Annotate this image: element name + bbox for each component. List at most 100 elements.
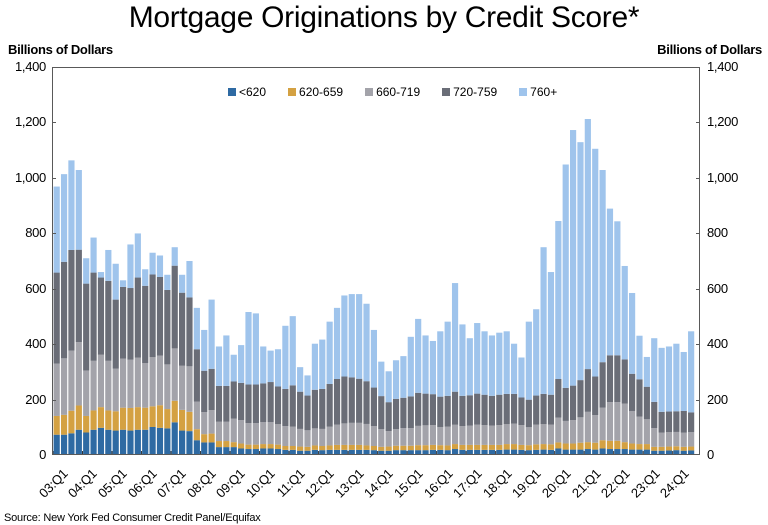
bar-segment — [223, 441, 230, 448]
bar-segment — [201, 412, 208, 435]
bar-segment — [119, 358, 127, 408]
bar-segment — [289, 385, 296, 427]
bar-segment — [356, 378, 363, 423]
bar-segment — [577, 449, 584, 454]
bar-segment — [407, 450, 414, 454]
bar-segment — [208, 410, 215, 434]
bar-segment — [474, 449, 481, 454]
bar-segment — [53, 186, 60, 273]
bar-segment — [400, 445, 407, 451]
bar-segment — [134, 277, 141, 358]
bar-segment — [363, 423, 370, 446]
bar-segment — [90, 272, 97, 361]
source-note: Source: New York Fed Consumer Credit Pan… — [4, 512, 261, 524]
bar-segment — [378, 396, 385, 430]
bar-segment — [119, 286, 127, 359]
bar-segment — [459, 426, 466, 445]
bar-segment — [488, 335, 496, 396]
bar-segment — [348, 294, 355, 378]
bar-segment — [341, 376, 348, 424]
bar-segment — [356, 444, 363, 450]
bar-segment — [422, 450, 429, 454]
bar-segment — [459, 395, 466, 427]
x-tick-label: 22:Q1 — [598, 466, 633, 501]
y-tick-label-left: 1,200 — [14, 114, 46, 130]
bar-segment — [348, 449, 355, 454]
bar-segment — [533, 309, 540, 396]
x-tick-label: 23:Q1 — [627, 466, 663, 501]
bar-segment — [503, 331, 510, 394]
bar-segment — [569, 420, 577, 444]
bar-segment — [370, 446, 377, 451]
bar-segment — [142, 269, 149, 286]
bar-segment — [518, 425, 525, 445]
y-tick-mark — [696, 177, 700, 179]
y-tick-mark — [696, 344, 700, 346]
bar-segment — [193, 349, 200, 402]
bar-segment — [341, 444, 348, 450]
legend-item-lt620: <620 — [228, 85, 266, 99]
bar-segment — [289, 449, 296, 454]
bar-segment — [97, 407, 105, 428]
bar-segment — [422, 445, 429, 451]
bar-segment — [688, 432, 695, 447]
chart-title: Mortgage Originations by Credit Score* — [128, 1, 640, 34]
bar-segment — [105, 280, 112, 361]
bar-segment — [164, 274, 171, 290]
bar-segment — [599, 170, 606, 363]
bar-segment — [238, 420, 245, 444]
bar-segment — [186, 297, 193, 367]
x-tick-label: 14:Q1 — [361, 466, 396, 501]
bar-segment — [156, 276, 164, 356]
bar-segment — [643, 444, 650, 450]
bar-segment — [547, 449, 555, 454]
bar-segment — [105, 410, 112, 430]
bar-segment — [481, 444, 488, 450]
y-tick-mark — [696, 399, 700, 401]
bar-segment — [149, 357, 156, 407]
bar-segment — [437, 449, 444, 454]
bar-segment — [60, 434, 68, 454]
bar-segment — [245, 384, 252, 424]
bar-segment — [525, 399, 532, 428]
y-tick-mark — [52, 399, 56, 401]
bar-segment — [142, 407, 149, 430]
bar-segment — [215, 441, 223, 448]
bar-segment — [540, 449, 547, 454]
bar-segment — [592, 442, 599, 450]
bar-segment — [592, 376, 599, 416]
bar-segment — [606, 440, 614, 450]
bar-segment — [208, 442, 215, 454]
bar-segment — [510, 444, 518, 450]
bar-segment — [584, 411, 591, 443]
bar-segment — [629, 443, 636, 450]
bar-segment — [651, 401, 658, 429]
left-axis-unit-label: Billions of Dollars — [8, 42, 113, 57]
bar-segment — [304, 430, 311, 447]
bar-segment — [326, 321, 333, 384]
bar-segment — [142, 429, 149, 454]
bar-segment — [599, 440, 606, 449]
bar-segment — [547, 424, 555, 445]
bar-segment — [584, 369, 591, 412]
bar-segment — [53, 363, 60, 416]
bar-segment — [282, 449, 289, 454]
bar-segment — [392, 398, 400, 430]
bar-segment — [437, 426, 444, 446]
x-tick-label: 21:Q1 — [568, 466, 604, 501]
bar-segment — [90, 429, 97, 454]
bar-segment — [392, 360, 400, 399]
bar-segment — [119, 407, 127, 430]
y-tick-label-right: 200 — [707, 391, 728, 407]
bar-segment — [518, 444, 525, 450]
bar-segment — [518, 397, 525, 426]
bar-segment — [186, 431, 193, 454]
bar-segment — [297, 446, 304, 451]
bar-segment — [688, 450, 695, 454]
bar-segment — [156, 427, 164, 454]
bar-segment — [651, 338, 658, 402]
bar-segment — [282, 325, 289, 389]
bar-segment — [75, 342, 82, 406]
y-tick-label-left: 200 — [25, 391, 46, 407]
bar-segment — [577, 142, 584, 381]
